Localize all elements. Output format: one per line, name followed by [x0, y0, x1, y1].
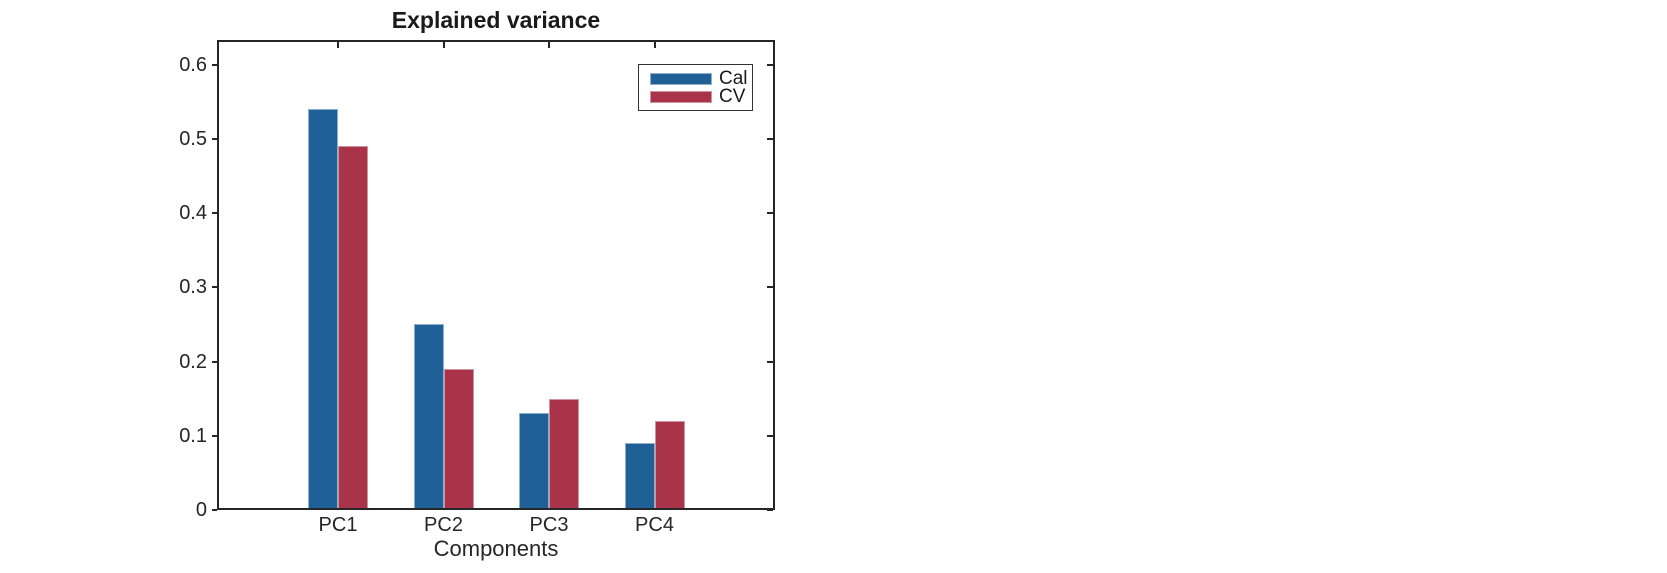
y-axis-tick-left	[212, 434, 217, 437]
x-axis-tick-top	[548, 42, 550, 48]
y-axis-tick-right	[767, 212, 773, 214]
y-axis-tick-right	[767, 286, 773, 289]
y-tick-label: 0.4	[179, 202, 207, 224]
x-axis-tick-top	[442, 42, 445, 48]
legend-item-cal: Cal	[639, 68, 752, 89]
chart-title: Explained variance	[391, 7, 601, 33]
y-axis-tick-left	[212, 509, 217, 511]
x-tick-label: PC2	[424, 514, 463, 536]
bar-cv-pc2	[443, 368, 474, 508]
y-axis-tick-left	[212, 286, 217, 289]
bar-cal-pc2	[413, 324, 444, 508]
x-axis-tick-top	[337, 42, 339, 48]
y-tick-label: 0.1	[179, 424, 207, 447]
bar-cal-pc3	[519, 413, 549, 508]
bar-cal-pc4	[624, 443, 655, 508]
x-tick-label: PC4	[635, 514, 674, 536]
y-axis-tick-right	[767, 137, 773, 140]
y-tick-label: 0.5	[179, 127, 207, 150]
legend-label-cv: CV	[719, 86, 746, 107]
bar-cv-pc3	[549, 398, 579, 508]
bar-cv-pc1	[338, 146, 368, 508]
legend-swatch-cal	[650, 73, 712, 85]
y-axis-tick-right	[767, 360, 773, 363]
bar-cv-pc4	[654, 420, 685, 508]
y-axis-tick-left	[212, 63, 217, 66]
y-tick-label: 0.2	[179, 350, 207, 373]
y-axis-tick-left	[212, 360, 217, 363]
x-tick-label: PC3	[529, 514, 569, 536]
bar-cal-pc1	[308, 109, 338, 508]
y-tick-label: 0	[195, 499, 207, 521]
x-axis-label: Components	[433, 536, 559, 561]
y-axis-tick-right	[767, 63, 773, 66]
y-axis-tick-left	[212, 212, 217, 214]
x-tick-label: PC1	[318, 514, 358, 536]
legend-label-cal: Cal	[719, 68, 748, 89]
y-axis-tick-right	[767, 509, 773, 511]
y-tick-label: 0.3	[179, 276, 207, 299]
legend-item-cv: CV	[639, 86, 752, 107]
y-axis-tick-left	[212, 137, 217, 140]
y-axis-tick-right	[767, 434, 773, 437]
legend-swatch-cv	[650, 91, 712, 103]
y-tick-label: 0.6	[179, 53, 207, 76]
legend: Cal CV	[638, 64, 753, 111]
x-axis-tick-top	[653, 42, 656, 48]
plot-area: Cal CV	[212, 40, 775, 511]
